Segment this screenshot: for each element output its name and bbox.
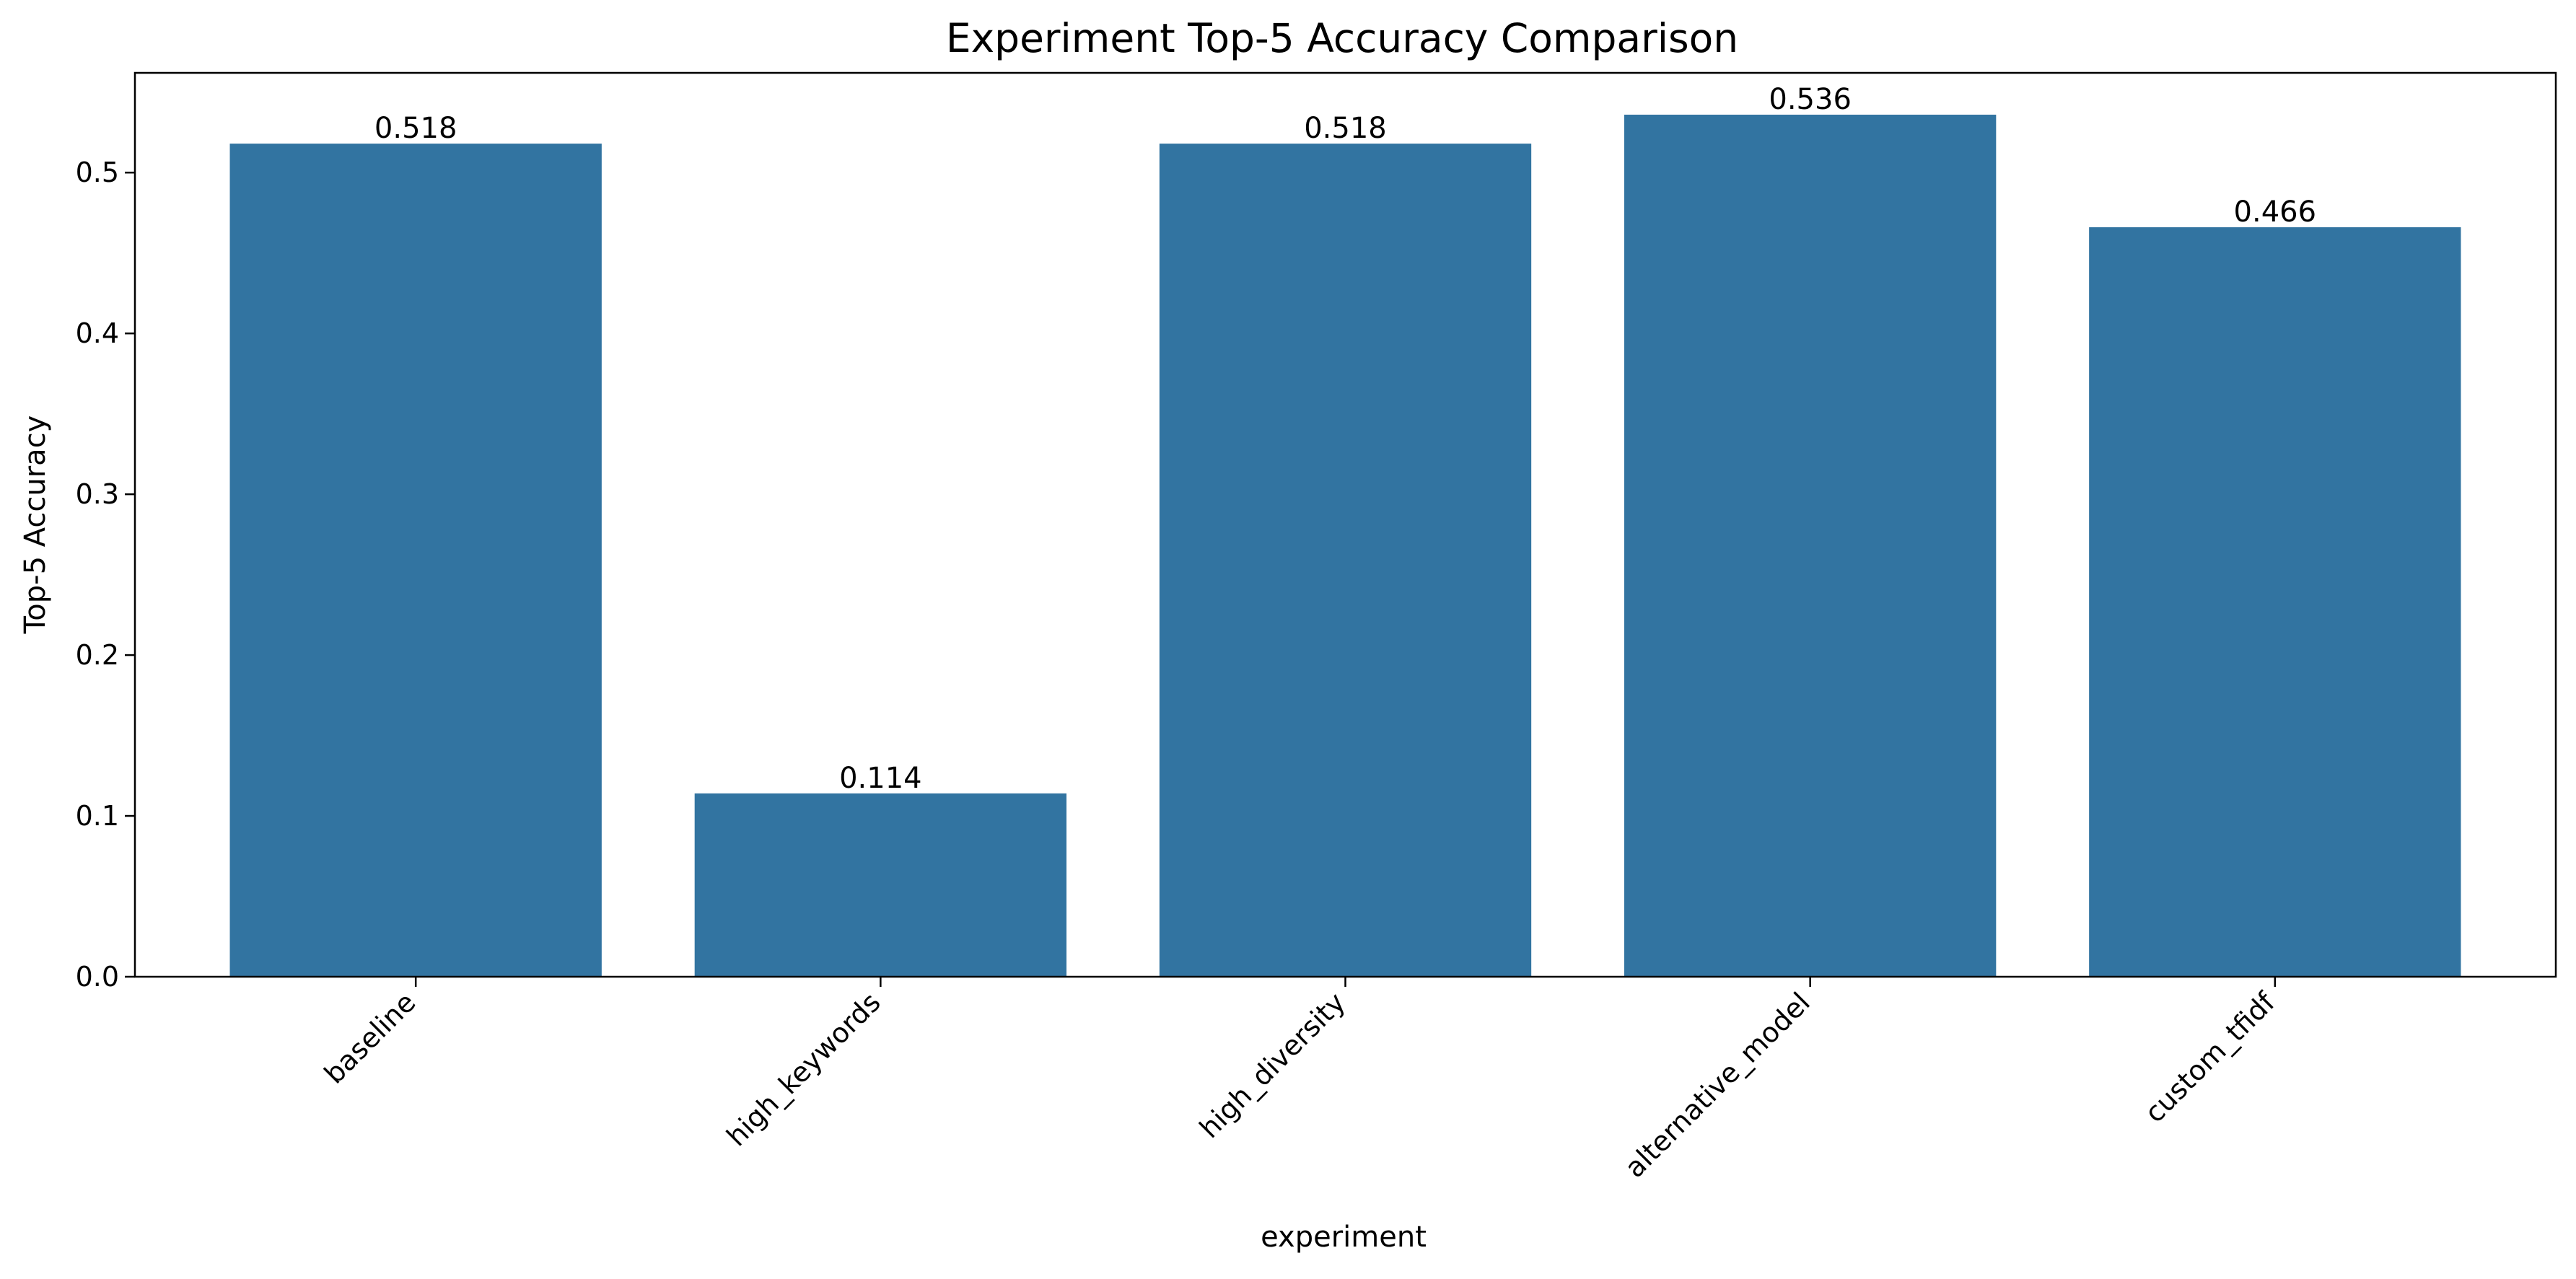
x-tick-label-alternative_model: alternative_model: [1618, 986, 1816, 1184]
bar-high_keywords: [694, 793, 1067, 977]
bar-alternative_model: [1624, 114, 1997, 977]
x-tick-label-high_diversity: high_diversity: [1193, 986, 1351, 1144]
y-axis: 0.0 0.1 0.2 0.3 0.4 0.5: [76, 157, 135, 993]
value-label-high_diversity: 0.518: [1304, 112, 1387, 145]
value-label-custom_tfidf: 0.466: [2234, 195, 2317, 229]
x-axis: baseline high_keywords high_diversity alter…: [318, 977, 2282, 1184]
y-tick-label-0.1: 0.1: [76, 800, 119, 832]
chart-title: Experiment Top-5 Accuracy Comparison: [946, 15, 1738, 61]
bar-high_diversity: [1159, 144, 1532, 977]
value-label-alternative_model: 0.536: [1769, 83, 1852, 116]
x-tick-label-custom_tfidf: custom_tfidf: [2139, 985, 2282, 1129]
x-axis-label: experiment: [1261, 1221, 1427, 1254]
y-tick-label-0.3: 0.3: [76, 478, 119, 510]
y-tick-label-0.2: 0.2: [76, 639, 119, 671]
y-axis-label: Top-5 Accuracy: [19, 416, 52, 635]
value-label-baseline: 0.518: [374, 112, 457, 145]
x-tick-label-baseline: baseline: [318, 986, 422, 1090]
bar-baseline: [229, 144, 602, 977]
bars-layer: [229, 114, 2461, 977]
x-tick-label-high_keywords: high_keywords: [720, 986, 886, 1152]
plot-frame: [133, 71, 2557, 978]
y-tick-label-0.4: 0.4: [76, 317, 119, 349]
value-labels-layer: 0.518 0.114 0.518 0.536 0.466: [374, 83, 2316, 795]
y-tick-label-0.5: 0.5: [76, 157, 119, 188]
y-tick-label-0.0: 0.0: [76, 961, 119, 993]
value-label-high_keywords: 0.114: [839, 762, 922, 795]
bar-custom_tfidf: [2089, 227, 2461, 977]
